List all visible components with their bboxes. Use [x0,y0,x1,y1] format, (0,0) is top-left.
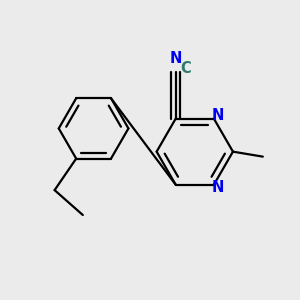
Text: C: C [180,61,191,76]
Text: N: N [212,180,224,195]
Text: N: N [169,51,182,66]
Text: N: N [212,109,224,124]
